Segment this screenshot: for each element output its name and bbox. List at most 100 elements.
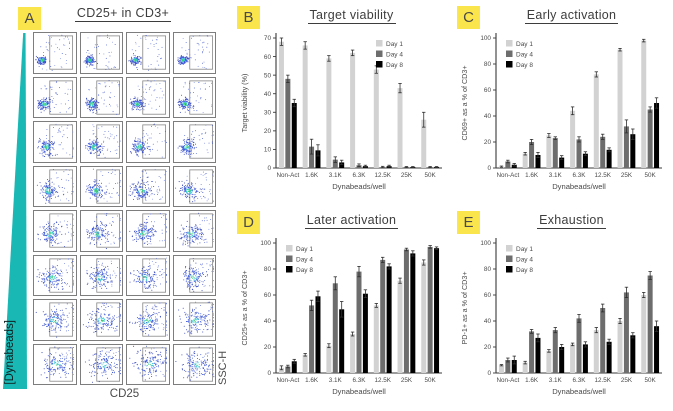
flow-plot-cell: [33, 76, 77, 118]
bar: [582, 344, 588, 373]
y-axis-label: Target viability (%): [240, 74, 249, 133]
x-tick-label: 3.1K: [549, 377, 563, 384]
y-axis-label: CD69+ as a % of CD3+: [460, 65, 469, 140]
bar: [630, 134, 636, 168]
legend-swatch: [286, 255, 293, 262]
y-tick-label: 50: [264, 72, 272, 79]
bar: [421, 262, 427, 373]
bar: [570, 344, 576, 373]
panel-d-label: D: [237, 211, 260, 234]
bar: [285, 366, 291, 373]
legend-label: Day 1: [516, 41, 533, 48]
x-tick-label: 6.3K: [353, 377, 367, 384]
bar: [315, 296, 321, 373]
bar: [559, 157, 565, 168]
x-tick-label: Non-Act: [496, 172, 519, 179]
flow-gate: [49, 79, 74, 115]
flow-gate: [142, 35, 167, 70]
flow-gate: [142, 124, 167, 159]
flow-gate: [188, 35, 213, 70]
bar: [593, 74, 599, 168]
bar: [552, 138, 558, 168]
flow-plot-cell: [126, 343, 170, 385]
bar: [654, 326, 660, 373]
bar: [623, 292, 629, 373]
bar: [362, 293, 368, 373]
flow-plot-cell: [79, 299, 123, 341]
x-tick-label: 3.1K: [329, 377, 343, 384]
bar: [535, 337, 541, 373]
dynabeads-gradient-label: [Dynabeads]: [4, 320, 16, 385]
x-tick-label: 50K: [425, 172, 437, 179]
y-tick-label: 80: [484, 61, 492, 68]
panel-b-bar-chart: 0 10 20 30 40 50 60 70 Target viability (%) Non-A…: [240, 33, 442, 191]
panel-a-label: A: [18, 7, 41, 30]
bar: [373, 305, 379, 373]
panel-e-title: Exhaustion: [537, 213, 606, 229]
bar: [647, 275, 653, 373]
y-tick-label: 0: [487, 370, 491, 377]
x-tick-label: 1.6K: [305, 172, 319, 179]
flow-plot-cell: [79, 165, 123, 207]
bar: [397, 280, 403, 373]
bar: [559, 347, 565, 373]
flow-gate: [95, 124, 120, 159]
bar: [403, 249, 409, 373]
bar: [606, 341, 612, 373]
flow-gate: [142, 302, 167, 337]
panel-a-y-axis-label: SSC-H: [217, 350, 229, 385]
y-tick-label: 0: [267, 165, 271, 172]
panel-b-label: B: [237, 6, 260, 29]
legend-label: Day 4: [516, 51, 533, 58]
flow-plot-cell: [33, 210, 77, 252]
bar: [570, 110, 576, 168]
legend-swatch: [286, 245, 293, 252]
x-tick-label: 6.3K: [573, 377, 587, 384]
bar: [291, 361, 297, 373]
bar: [654, 103, 660, 168]
flow-gate: [95, 79, 120, 115]
flow-plot-cell: [79, 254, 123, 296]
x-tick-label: 25K: [401, 172, 413, 179]
panel-a-flow-cytometry: A CD25+ in CD3+ [Dynabeads] SSC-H CD25: [0, 0, 232, 411]
flow-gate: [95, 302, 120, 337]
bar: [617, 321, 623, 373]
bar: [397, 88, 403, 168]
y-tick-label: 100: [260, 240, 271, 247]
panel-e-exhaustion: E Exhaustion 0 20 40 60 80 100 PD-1+ as a % of…: [453, 207, 672, 410]
panel-e-label: E: [457, 211, 480, 234]
y-axis-label: PD-1+ as a % of CD3+: [460, 271, 469, 344]
y-tick-label: 80: [264, 266, 272, 273]
flow-plot-cell: [126, 210, 170, 252]
y-tick-label: 60: [264, 54, 272, 61]
bar: [641, 295, 647, 373]
flow-plot-cell: [79, 343, 123, 385]
panel-c-bar-chart: 0 20 40 60 80 100 CD69+ as a % of CD3+ Non-Act 1…: [460, 33, 662, 191]
x-tick-label: Non-Act: [276, 377, 299, 384]
bar: [339, 309, 345, 373]
panel-e-bar-chart: 0 20 40 60 80 100 PD-1+ as a % of CD3+ Non-Act 1…: [460, 238, 662, 396]
y-tick-label: 10: [264, 147, 272, 154]
flow-gate: [142, 346, 167, 382]
flow-plot-cell: [172, 343, 216, 385]
panel-a-x-axis-label: CD25: [109, 388, 140, 400]
legend-swatch: [506, 245, 513, 252]
bar: [617, 49, 623, 169]
legend-label: Day 8: [386, 62, 403, 69]
bar: [373, 69, 379, 168]
legend-swatch: [506, 255, 513, 262]
y-tick-label: 40: [484, 318, 492, 325]
legend-label: Day 1: [296, 246, 313, 253]
legend-swatch: [376, 40, 383, 47]
x-tick-label: 3.1K: [549, 172, 563, 179]
x-tick-label: 1.6K: [525, 172, 539, 179]
panel-a-title: CD25+ in CD3+: [74, 6, 172, 22]
bar: [600, 136, 606, 168]
y-tick-label: 20: [264, 344, 272, 351]
flow-plot-cell: [33, 254, 77, 296]
legend-swatch: [376, 50, 383, 57]
bar: [326, 345, 332, 373]
legend-swatch: [506, 50, 513, 57]
flow-gate: [95, 213, 120, 248]
flow-gate: [188, 79, 213, 115]
